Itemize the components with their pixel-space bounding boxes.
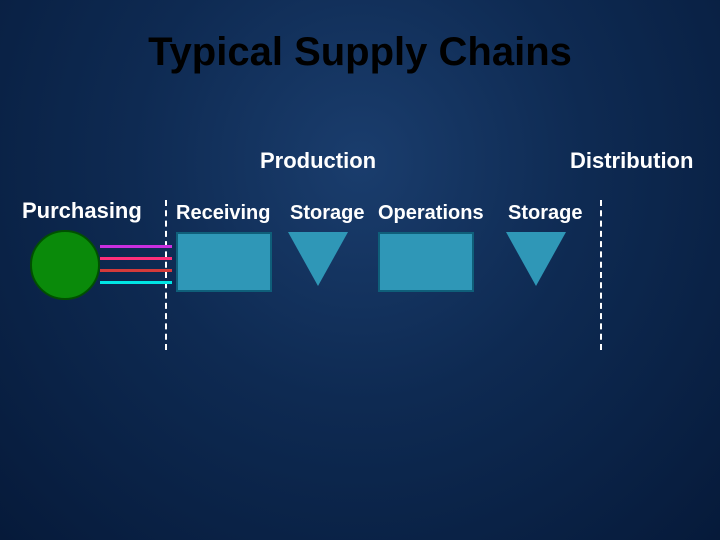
arrow-2 xyxy=(100,257,172,260)
boundary-right xyxy=(600,200,602,350)
operations-box xyxy=(378,232,474,292)
label-storage-1: Storage xyxy=(290,202,364,225)
slide: Typical Supply Chains Production Distrib… xyxy=(0,0,720,540)
label-operations: Operations xyxy=(378,202,484,225)
slide-title: Typical Supply Chains xyxy=(0,30,720,75)
label-storage-2: Storage xyxy=(508,202,582,225)
storage-triangle-2 xyxy=(506,232,566,286)
arrow-1 xyxy=(100,245,172,248)
receiving-box xyxy=(176,232,272,292)
label-distribution: Distribution xyxy=(570,148,693,174)
supplier-circle xyxy=(30,230,100,300)
label-purchasing: Purchasing xyxy=(22,198,142,224)
arrow-3 xyxy=(100,269,172,272)
label-receiving: Receiving xyxy=(176,202,270,225)
boundary-left xyxy=(165,200,167,350)
storage-triangle-1 xyxy=(288,232,348,286)
label-production: Production xyxy=(260,148,376,174)
arrow-4 xyxy=(100,281,172,284)
